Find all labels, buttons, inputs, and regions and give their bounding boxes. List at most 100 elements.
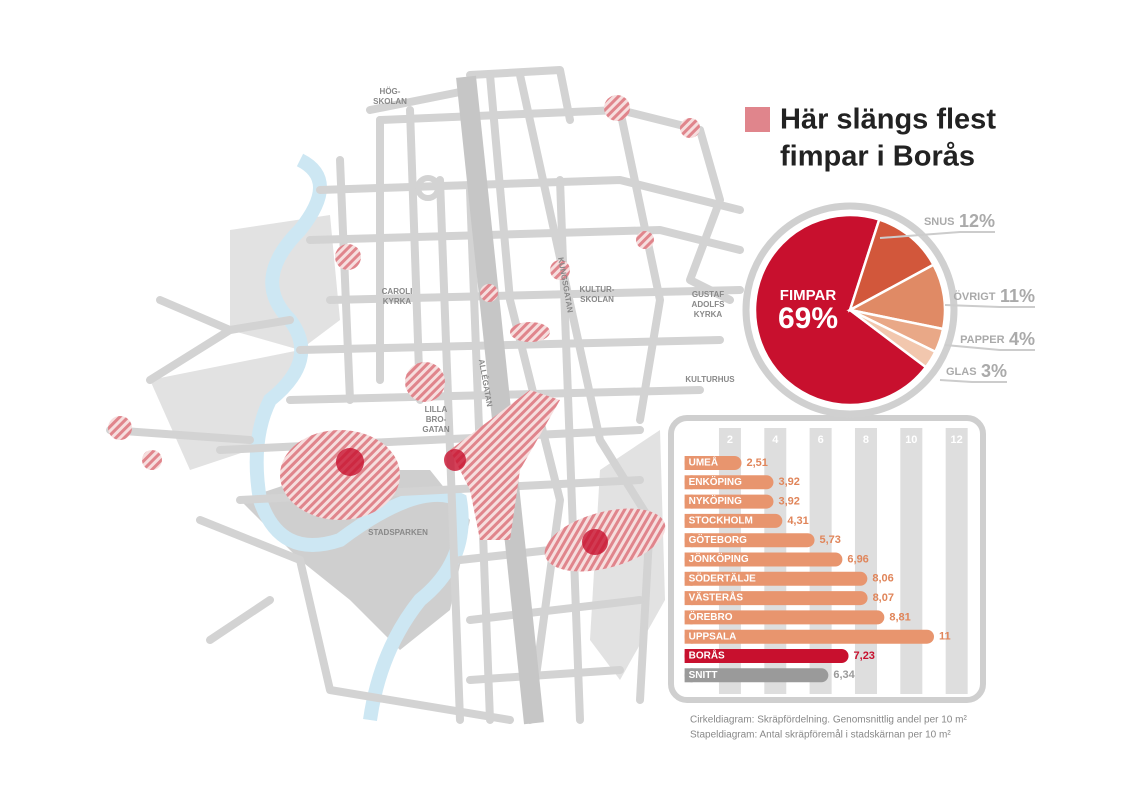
title-swatch — [745, 107, 770, 132]
value-label: 8,07 — [873, 592, 894, 604]
y-tick-label: GÖTEBORG — [689, 533, 748, 546]
bar — [684, 456, 742, 470]
y-tick-label: ÖREBRO — [689, 610, 733, 623]
bar-stub — [684, 571, 693, 586]
map-label: SKOLAN — [580, 295, 614, 304]
bar-stub — [684, 610, 693, 625]
pie-label: PAPPER 4% — [960, 329, 1035, 349]
x-tick-label: 4 — [772, 434, 779, 446]
y-tick-label: ENKÖPING — [689, 475, 743, 488]
bar — [684, 533, 815, 548]
y-tick-label: JÖNKÖPING — [689, 552, 749, 565]
title: Här slängs flest — [780, 104, 996, 136]
map — [106, 66, 744, 725]
bar-stub — [684, 456, 693, 470]
map-label: CAROLI — [382, 287, 413, 296]
pie-slice — [846, 263, 947, 331]
value-label: 6,96 — [847, 553, 868, 565]
pie-category: GLAS — [946, 366, 977, 378]
value-label: 4,31 — [787, 515, 808, 527]
map-label: ADOLFS — [692, 300, 726, 309]
map-label: GATAN — [422, 425, 449, 434]
bar-stub — [684, 552, 693, 567]
x-tick-label: 2 — [727, 434, 733, 446]
y-tick-label: SNITT — [689, 670, 718, 681]
bar — [684, 475, 774, 490]
pie-value-label: 3% — [981, 361, 1007, 381]
pie-slice — [847, 218, 936, 313]
leader-line — [944, 304, 1035, 308]
grid-column — [854, 428, 877, 694]
y-tick-label: SÖDERTÄLJE — [689, 571, 757, 584]
grid-column — [900, 428, 923, 694]
pie-slice — [753, 213, 928, 407]
pie-label: GLAS 3% — [946, 361, 1007, 381]
bar-stub — [684, 668, 693, 683]
bar — [684, 571, 868, 586]
y-tick-label: BORÅS — [689, 649, 725, 662]
value-label: 8,81 — [889, 611, 910, 623]
y-tick-label: VÄSTERÅS — [689, 591, 744, 604]
bar-stub — [684, 591, 693, 606]
pie-category: SNUS — [924, 216, 955, 228]
grid-column — [945, 428, 968, 694]
bar — [684, 494, 774, 509]
pie-value-label: 11% — [1000, 286, 1035, 306]
x-tick-label: 8 — [863, 434, 869, 446]
value-label: 6,34 — [833, 669, 855, 681]
x-tick-label: 10 — [905, 434, 917, 446]
value-label: 11 — [939, 631, 951, 643]
bar — [684, 629, 934, 644]
x-tick-label: 6 — [818, 434, 824, 446]
map-label: STADSPARKEN — [368, 528, 428, 537]
value-label: 5,73 — [820, 534, 841, 546]
value-label: 8,06 — [872, 573, 893, 585]
map-label: KUNGSGATAN — [556, 256, 575, 313]
map-label: BRO- — [426, 415, 447, 424]
note: Stapeldiagram: Antal skräpföremål i stad… — [690, 729, 951, 741]
pie-label: SNUS 12% — [924, 211, 995, 231]
map-label: LILLA — [425, 405, 448, 414]
pie-value-label: 69% — [778, 302, 838, 335]
pie-category: ÖVRIGT — [953, 290, 995, 303]
value-label: 7,23 — [854, 650, 875, 662]
bar — [684, 610, 885, 625]
y-tick-label: UPPSALA — [689, 631, 737, 642]
map-label: GUSTAF — [692, 290, 724, 299]
title: fimpar i Borås — [780, 141, 975, 173]
map-label: KULTUR- — [580, 285, 615, 294]
bar-stub — [684, 475, 693, 490]
map-label: KYRKA — [694, 310, 723, 319]
pie-slice — [849, 308, 937, 369]
pie-value-label: 4% — [1009, 329, 1035, 349]
map-label: SKOLAN — [373, 97, 407, 106]
bar-stub — [684, 494, 693, 509]
value-label: 2,51 — [747, 457, 768, 469]
value-label: 3,92 — [778, 476, 799, 488]
bar-stub — [684, 533, 693, 548]
bar — [684, 649, 849, 663]
bar-stub — [684, 629, 693, 644]
bar — [684, 668, 829, 683]
y-tick-label: UMEÅ — [689, 456, 718, 469]
note: Cirkeldiagram: Skräpfördelning. Genomsni… — [690, 715, 967, 726]
leader-line — [879, 231, 995, 239]
map-label: KYRKA — [383, 297, 412, 306]
x-tick-label: 12 — [951, 434, 963, 446]
bar — [684, 591, 868, 606]
map-label: HÖG- — [380, 87, 401, 96]
bar-stub — [684, 513, 693, 528]
leader-line — [944, 344, 1035, 351]
bar — [684, 552, 843, 567]
bar — [684, 513, 783, 528]
pie-value-label: 12% — [959, 211, 995, 231]
y-tick-label: STOCKHOLM — [689, 516, 753, 527]
value-label: 3,92 — [778, 496, 799, 508]
pie-category: PAPPER — [960, 334, 1004, 346]
map-label: KULTURHUS — [685, 375, 735, 384]
pie-label: FIMPAR — [780, 287, 837, 304]
y-tick-label: NYKÖPING — [689, 494, 743, 507]
pie-label: ÖVRIGT 11% — [953, 286, 1035, 306]
bar-panel — [668, 415, 986, 703]
